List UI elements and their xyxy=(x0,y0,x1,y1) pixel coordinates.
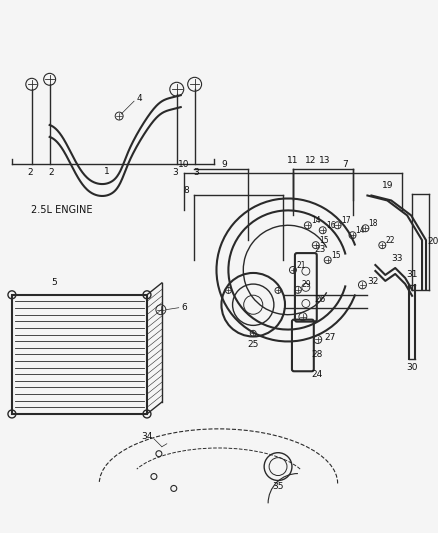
Text: 30: 30 xyxy=(406,363,418,372)
Text: 13: 13 xyxy=(319,156,331,165)
Text: 28: 28 xyxy=(311,350,322,359)
Text: 5: 5 xyxy=(52,278,57,287)
Text: 23: 23 xyxy=(314,245,325,254)
Text: 1: 1 xyxy=(104,167,110,176)
Text: 2: 2 xyxy=(27,168,32,177)
Text: 32: 32 xyxy=(367,277,379,286)
Text: 3: 3 xyxy=(194,168,199,177)
Text: 25: 25 xyxy=(247,340,259,349)
Text: 20: 20 xyxy=(427,237,438,246)
Text: 8: 8 xyxy=(184,186,190,195)
Bar xyxy=(12,295,147,414)
Text: 3: 3 xyxy=(172,168,178,177)
Text: 35: 35 xyxy=(272,482,284,491)
Text: 15: 15 xyxy=(319,236,328,245)
Text: 12: 12 xyxy=(305,156,317,165)
Text: 14: 14 xyxy=(311,216,321,225)
Text: 21: 21 xyxy=(296,261,306,270)
Text: 34: 34 xyxy=(141,432,153,441)
Text: 22: 22 xyxy=(385,236,395,245)
Text: 16: 16 xyxy=(326,221,336,230)
Text: 7: 7 xyxy=(343,160,349,169)
Text: 18: 18 xyxy=(369,219,378,228)
Text: 6: 6 xyxy=(182,303,187,312)
Text: 26: 26 xyxy=(314,295,325,304)
Text: 11: 11 xyxy=(287,156,299,165)
Text: 19: 19 xyxy=(381,181,393,190)
Text: 31: 31 xyxy=(406,270,418,279)
Text: 15: 15 xyxy=(331,251,340,260)
Text: 2: 2 xyxy=(49,168,54,177)
Text: 24: 24 xyxy=(311,370,322,379)
Text: 33: 33 xyxy=(392,254,403,263)
Text: 29: 29 xyxy=(301,280,311,289)
Text: 14: 14 xyxy=(356,226,365,235)
Text: 9: 9 xyxy=(222,160,227,169)
Text: 17: 17 xyxy=(341,216,350,225)
Text: 27: 27 xyxy=(324,333,336,342)
Text: 4: 4 xyxy=(136,94,142,103)
Text: 10: 10 xyxy=(178,160,190,169)
Text: 2.5L ENGINE: 2.5L ENGINE xyxy=(31,205,92,215)
